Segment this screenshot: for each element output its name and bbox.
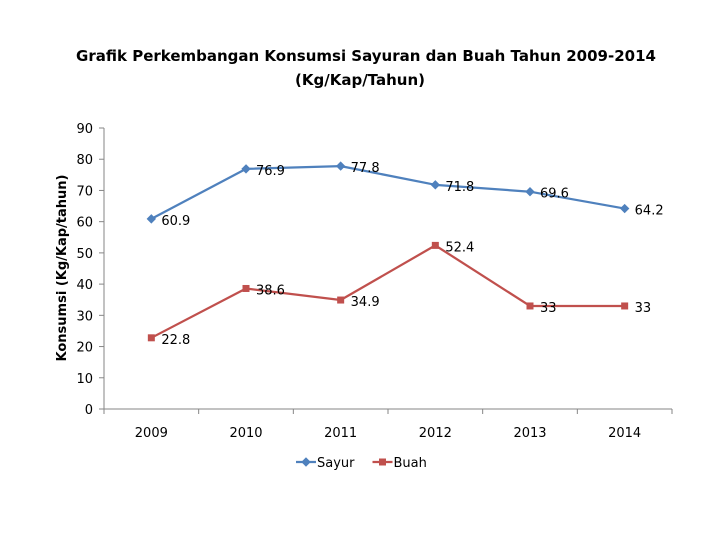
data-label: 38.6 <box>256 283 285 298</box>
axes <box>103 128 672 410</box>
data-label: 77.8 <box>351 161 380 176</box>
legend-marker <box>301 457 311 467</box>
legend-marker <box>379 458 386 466</box>
series-buah <box>147 241 629 342</box>
x-tick-label: 2009 <box>135 426 168 441</box>
data-point <box>146 214 157 224</box>
data-labels: 60.9 76.9 77.8 71.8 69.6 64.2 22.8 38.6 34.9 52.4… <box>161 161 663 348</box>
chart-title-line-1: Grafik Perkembangan Konsumsi Sayuran dan… <box>76 47 656 65</box>
x-tick-label: 2010 <box>229 426 262 441</box>
data-point <box>242 284 250 292</box>
y-axis-label: Konsumsi (Kg/Kap/tahun) <box>55 175 70 362</box>
x-tick-labels: 2009 2010 2011 2012 2013 2014 <box>103 409 673 441</box>
legend-label: Buah <box>394 456 427 471</box>
data-point <box>525 186 535 197</box>
data-label: 34.9 <box>351 295 380 310</box>
data-label: 69.6 <box>540 187 569 202</box>
series-group <box>146 161 630 342</box>
y-tick-label: 0 <box>85 403 93 418</box>
chart-title-line-2: (Kg/Kap/Tahun) <box>295 71 425 89</box>
legend-item-buah: Buah <box>372 456 427 471</box>
data-label: 52.4 <box>445 240 474 255</box>
data-point <box>147 334 155 342</box>
series-line <box>150 244 625 339</box>
series-line <box>150 164 625 220</box>
y-tick-label: 60 <box>76 216 93 231</box>
data-label: 71.8 <box>445 180 474 195</box>
y-tick-label: 20 <box>76 341 93 356</box>
x-tick-label: 2013 <box>513 426 546 441</box>
legend-label: Sayur <box>317 456 355 471</box>
y-tick-label: 30 <box>76 309 93 324</box>
data-label: 33 <box>540 301 557 316</box>
data-point <box>335 161 346 171</box>
x-tick-label: 2011 <box>324 426 357 441</box>
y-tick-label: 90 <box>76 122 93 137</box>
data-label: 64.2 <box>635 204 664 219</box>
data-point <box>431 241 439 249</box>
legend-item-sayur: Sayur <box>296 456 355 471</box>
y-tick-label: 80 <box>76 153 93 168</box>
y-tick-labels: 0 10 20 30 40 50 60 70 80 90 <box>76 122 104 418</box>
data-point <box>430 180 441 190</box>
y-tick-label: 10 <box>76 372 93 387</box>
data-point <box>241 164 251 174</box>
series-sayur <box>146 161 630 224</box>
x-tick-label: 2014 <box>608 426 641 441</box>
data-label: 22.8 <box>161 333 190 348</box>
data-point <box>619 203 630 214</box>
data-label: 33 <box>635 301 652 316</box>
data-label: 76.9 <box>256 164 285 179</box>
y-tick-label: 50 <box>76 247 93 262</box>
y-tick-label: 40 <box>76 278 93 293</box>
data-point <box>337 296 345 304</box>
y-tick-label: 70 <box>76 184 93 199</box>
data-label: 60.9 <box>161 214 190 229</box>
legend: Sayur Buah <box>296 456 427 471</box>
data-point <box>526 302 534 310</box>
x-tick-label: 2012 <box>419 426 452 441</box>
data-point <box>621 302 629 310</box>
